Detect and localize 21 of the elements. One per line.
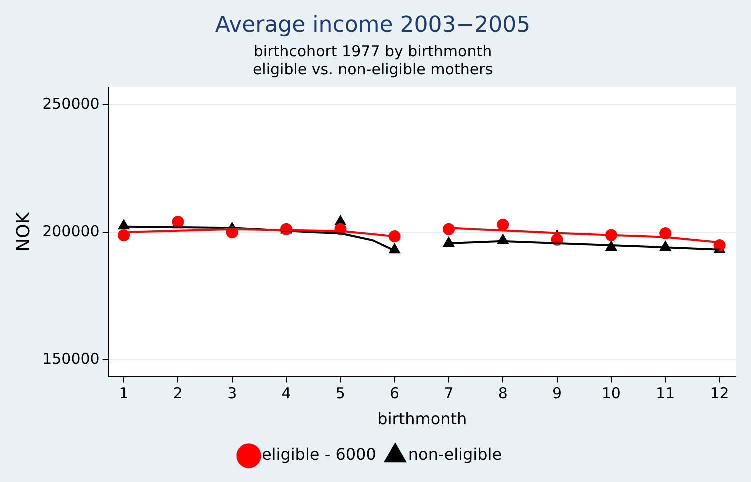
chart-title: Average income 2003−2005: [215, 12, 531, 38]
x-tick-label: 5: [336, 384, 346, 403]
x-tick-label: 3: [228, 384, 238, 403]
y-tick-label: 200000: [42, 222, 100, 241]
y-tick-label: 150000: [42, 350, 100, 368]
x-axis-title: birthmonth: [378, 410, 468, 429]
x-tick-label: 1: [119, 384, 129, 403]
legend-label: eligible - 6000: [262, 445, 376, 464]
x-tick-label: 4: [282, 384, 292, 403]
legend-label: non-eligible: [408, 445, 502, 464]
y-axis-title: NOK: [13, 211, 34, 252]
x-tick-label: 9: [552, 384, 562, 403]
x-tick-label: 6: [390, 384, 400, 403]
x-tick-label: 10: [602, 384, 621, 403]
y-tick-label: 250000: [42, 95, 100, 114]
x-tick-label: 11: [656, 384, 676, 403]
x-tick-label: 2: [173, 384, 183, 403]
chart-subtitle: birthcohort 1977 by birthmonth eligible vs. non-eligible mothers: [252, 42, 494, 78]
x-tick-label: 12: [710, 384, 730, 403]
x-tick-label: 8: [498, 384, 508, 403]
x-tick-label: 7: [444, 384, 454, 403]
